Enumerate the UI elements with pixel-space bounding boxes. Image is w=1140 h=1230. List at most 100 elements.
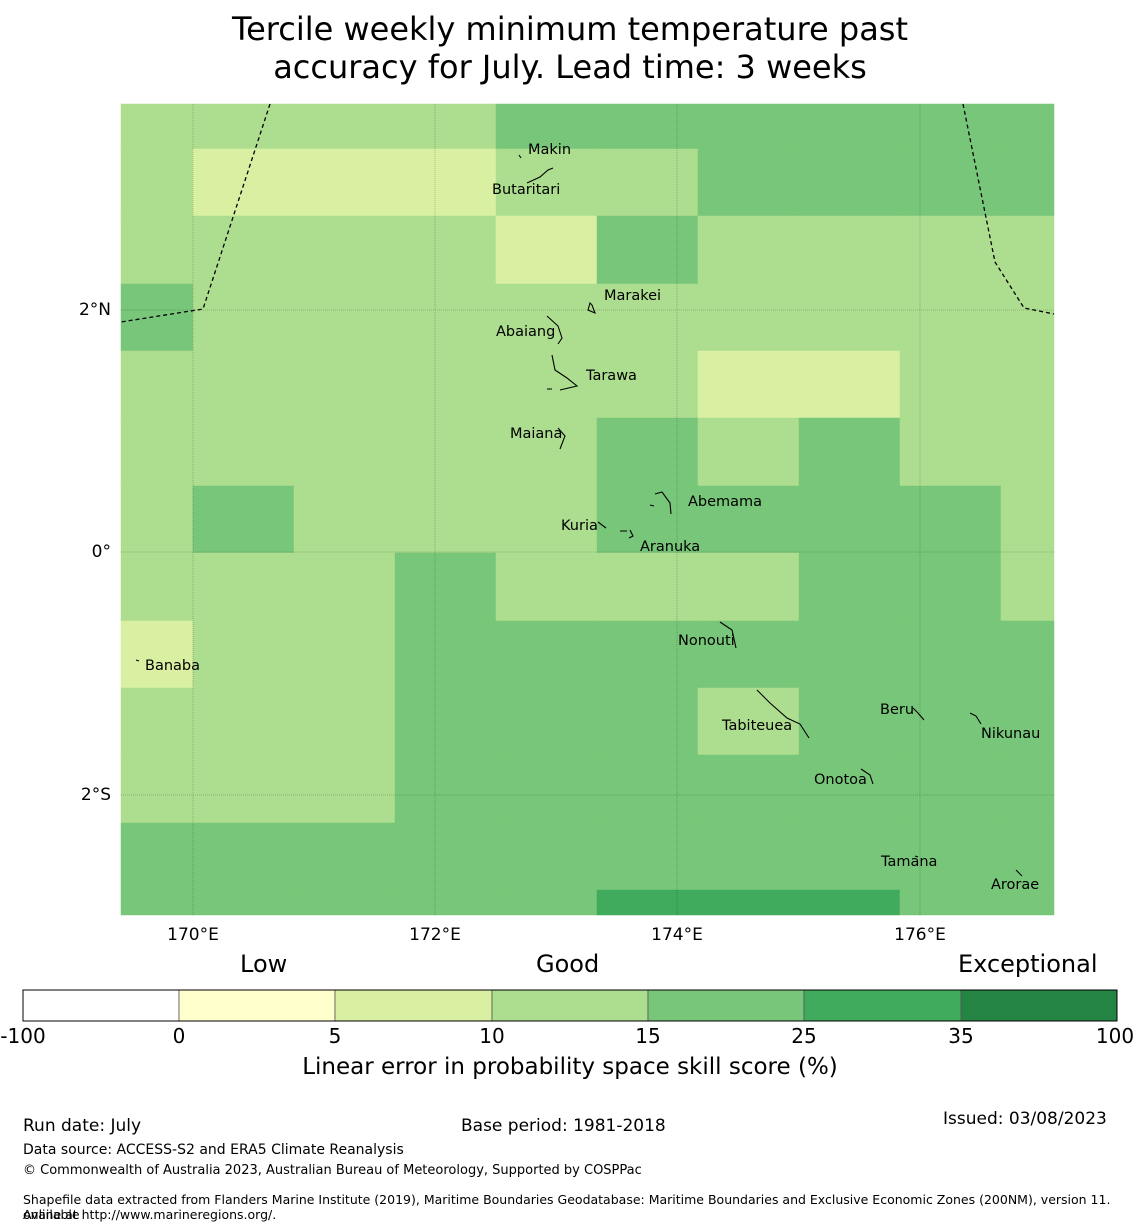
skill-cell bbox=[495, 417, 598, 487]
island-coastline bbox=[756, 689, 810, 739]
skill-cell bbox=[120, 103, 194, 150]
latitude-label: 2°S bbox=[81, 785, 111, 805]
colorbar-tick: 0 bbox=[172, 1024, 186, 1048]
skill-cell bbox=[394, 822, 497, 891]
island-label: Arorae bbox=[991, 877, 1039, 893]
skill-cell bbox=[697, 148, 800, 217]
island-coastline bbox=[518, 154, 522, 159]
island-label: Butaritari bbox=[492, 182, 560, 198]
skill-cell bbox=[798, 822, 901, 891]
skill-cell bbox=[120, 889, 194, 916]
eez-boundary-east bbox=[962, 103, 1055, 315]
run-date: Run date: July bbox=[23, 1116, 142, 1136]
colorbar-segment bbox=[491, 989, 649, 1022]
skill-cell bbox=[798, 687, 901, 756]
skill-cell bbox=[293, 552, 396, 622]
skill-cell bbox=[899, 417, 1002, 487]
skill-cell bbox=[899, 283, 1002, 352]
skill-cell bbox=[1000, 687, 1055, 756]
latitude-label: 2°N bbox=[79, 300, 111, 320]
skill-cell bbox=[697, 620, 800, 689]
skill-cell bbox=[697, 283, 800, 352]
skill-cell bbox=[899, 103, 1002, 150]
skill-cell bbox=[697, 552, 800, 622]
colorbar-segment bbox=[334, 989, 493, 1022]
island-label: Kuria bbox=[561, 518, 598, 534]
issued-date: Issued: 03/08/2023 bbox=[943, 1109, 1107, 1129]
skill-cell bbox=[1000, 889, 1055, 916]
longitude-label: 174°E bbox=[651, 925, 703, 945]
skill-cell bbox=[1000, 103, 1055, 150]
skill-cell bbox=[596, 215, 699, 285]
island-coastline bbox=[557, 427, 566, 450]
skill-cell bbox=[394, 889, 497, 916]
skill-cell bbox=[293, 485, 396, 554]
skill-cell bbox=[120, 822, 194, 891]
skill-cell bbox=[394, 103, 497, 150]
skill-cell bbox=[899, 889, 1002, 916]
skill-cell bbox=[293, 103, 396, 150]
skill-cell bbox=[798, 485, 901, 554]
skill-cell bbox=[192, 283, 295, 352]
island-label: Tarawa bbox=[585, 368, 637, 384]
skill-cell bbox=[293, 620, 396, 689]
skill-cell bbox=[192, 754, 295, 824]
skill-cell bbox=[192, 889, 295, 916]
skill-cell bbox=[120, 687, 194, 756]
island-coastline bbox=[912, 707, 925, 721]
skill-cell bbox=[192, 552, 295, 622]
skill-cell bbox=[120, 417, 194, 487]
island-label: Aranuka bbox=[640, 539, 700, 555]
colorbar-tick: -100 bbox=[0, 1024, 46, 1048]
island-label: Makin bbox=[528, 142, 571, 158]
colorbar-tick: 100 bbox=[1095, 1024, 1135, 1048]
island-coastline bbox=[620, 529, 634, 539]
longitude-label: 170°E bbox=[167, 925, 219, 945]
skill-cell bbox=[192, 417, 295, 487]
skill-cell bbox=[394, 148, 497, 217]
skill-cell bbox=[596, 552, 699, 622]
skill-cell bbox=[798, 754, 901, 824]
island-coastline bbox=[860, 768, 874, 785]
island-label: Banaba bbox=[145, 658, 200, 674]
shapefile-note-line-2: online at http://www.marineregions.org/. bbox=[23, 1207, 277, 1222]
skill-cell bbox=[394, 350, 497, 419]
skill-cell bbox=[596, 103, 699, 150]
skill-cell bbox=[192, 822, 295, 891]
skill-cell bbox=[1000, 148, 1055, 217]
skill-cell bbox=[495, 485, 598, 554]
skill-cell bbox=[697, 103, 800, 150]
colorbar-heading-low: Low bbox=[240, 950, 288, 978]
skill-cell bbox=[798, 103, 901, 150]
skill-cell bbox=[798, 552, 901, 622]
skill-cell bbox=[697, 417, 800, 487]
skill-cell bbox=[293, 148, 396, 217]
latitude-label: 0° bbox=[92, 542, 111, 562]
skill-cell bbox=[120, 754, 194, 824]
skill-cell bbox=[1000, 215, 1055, 285]
skill-cell bbox=[192, 103, 295, 150]
skill-cell bbox=[120, 485, 194, 554]
skill-cell bbox=[394, 552, 497, 622]
skill-cell bbox=[293, 822, 396, 891]
skill-cell bbox=[798, 889, 901, 916]
skill-cell bbox=[192, 148, 295, 217]
island-coastline bbox=[719, 621, 737, 649]
island-coastline bbox=[597, 521, 607, 529]
island-label: Tabiteuea bbox=[721, 718, 792, 734]
skill-cell bbox=[1000, 754, 1055, 824]
colorbar-frame bbox=[22, 989, 1118, 1022]
island-label: Onotoa bbox=[814, 772, 867, 788]
island-label: Tamana bbox=[880, 854, 937, 870]
skill-cell bbox=[798, 215, 901, 285]
axis-labels: 2°N 0° 2°S 170°E 172°E 174°E 176°E bbox=[79, 300, 946, 945]
skill-cell bbox=[899, 148, 1002, 217]
skill-cell bbox=[899, 687, 1002, 756]
skill-cell bbox=[495, 350, 598, 419]
island-coastline bbox=[135, 659, 140, 662]
skill-cell bbox=[394, 215, 497, 285]
island-coastline bbox=[587, 301, 596, 315]
colorbar-segment bbox=[960, 989, 1118, 1022]
skill-cell bbox=[192, 620, 295, 689]
island-coastline bbox=[969, 712, 982, 725]
